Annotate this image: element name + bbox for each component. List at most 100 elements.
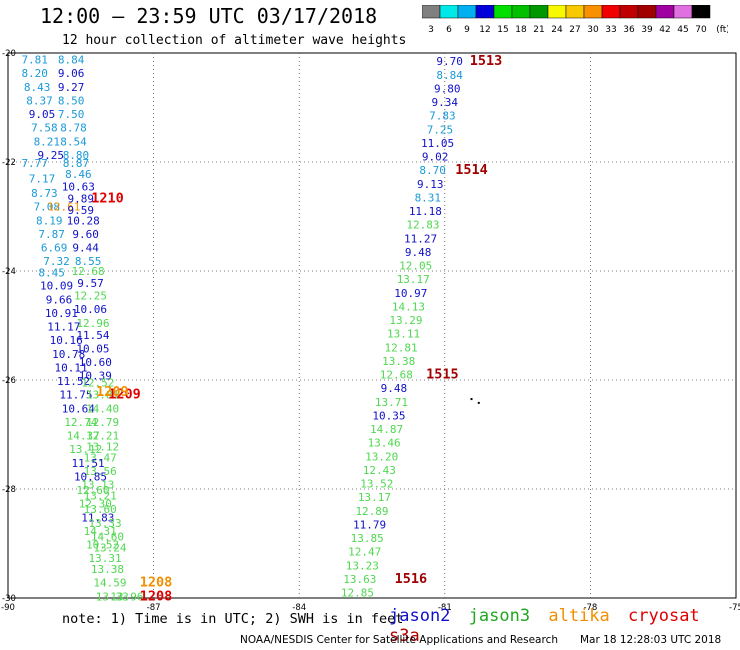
wave-height-label: 10.63 (62, 181, 95, 194)
wave-height-label: 8.78 (60, 122, 87, 135)
wave-height-label: 10.64 (62, 402, 95, 415)
colorbar-label: 33 (605, 25, 616, 35)
wave-height-label: 9.05 (29, 108, 56, 121)
wave-height-label: 10.16 (50, 334, 83, 347)
colorbar-label: 45 (677, 25, 688, 35)
x-tick-label: -78 (583, 603, 597, 613)
wave-height-label: 8.31 (415, 191, 442, 204)
wave-height-label: 13.52 (360, 478, 393, 491)
pass-time-label: 1208 (140, 575, 173, 591)
wave-height-label: 13.33 (89, 517, 122, 530)
wave-height-label: 14.31 (84, 525, 117, 538)
legend-s3a: s3a (389, 626, 420, 646)
wave-height-label: 10.97 (394, 287, 427, 300)
y-tick-label: -26 (2, 376, 16, 386)
x-tick-label: -87 (147, 603, 161, 613)
wave-height-label: 8.80 (63, 149, 90, 162)
wave-height-label: 13.31 (89, 552, 122, 565)
wave-height-label: 13.63 (343, 573, 376, 586)
wave-height-label: 8.19 (36, 214, 63, 227)
wave-height-label: 9.13 (417, 178, 444, 191)
wave-height-label: 10.09 (40, 280, 73, 293)
wave-height-label: 7.58 (31, 122, 58, 135)
wave-height-label: 13.81 (86, 389, 119, 402)
wave-height-label: 12.74 (64, 416, 97, 429)
wave-height-label: 11.51 (72, 457, 105, 470)
wave-height-label: 11.18 (409, 205, 442, 218)
colorbar-label: 36 (623, 25, 635, 35)
wave-height-label: 10.85 (74, 470, 107, 483)
wave-height-label: 7.50 (58, 108, 85, 121)
wave-height-label: 9.27 (58, 81, 85, 94)
wave-height-label: 9.80 (434, 82, 461, 95)
wave-height-label: 10.52 (86, 539, 119, 552)
wave-height-label: 8.55 (75, 255, 102, 268)
wave-height-label: 11.79 (353, 518, 386, 531)
wave-height-label: 13.56 (84, 465, 117, 478)
wave-height-label: 12.68 (72, 265, 105, 278)
wave-height-label: 10.91 (45, 307, 78, 320)
wave-height-label: 6.69 (41, 242, 68, 255)
colorbar-swatch (691, 5, 711, 19)
wave-height-label: 13.17 (397, 273, 430, 286)
wave-height-label: 10.06 (74, 303, 107, 316)
wave-height-label: 7.77 (21, 157, 48, 170)
wave-height-label: 8.45 (38, 267, 65, 280)
wave-height-label: 13.21 (84, 490, 117, 503)
wave-height-label: 8.46 (65, 168, 92, 181)
wave-height-label: 13.60 (84, 503, 117, 516)
wave-height-label: 7.17 (29, 172, 56, 185)
colorbar-label: 9 (464, 25, 470, 35)
wave-height-label: 9.89 (68, 193, 95, 206)
wave-height-label: 12.81 (385, 341, 418, 354)
pass-time-label: 1513 (470, 53, 503, 69)
wave-height-label: 13.96 (110, 590, 143, 603)
pass-time-label: 1514 (455, 162, 488, 178)
wave-height-label: 9.70 (436, 55, 463, 68)
wave-height-label: 11.83 (81, 511, 114, 524)
wave-height-label: 8.54 (60, 135, 87, 148)
wave-height-label: 10.11 (55, 361, 88, 374)
wave-height-label: 13.23 (346, 559, 379, 572)
wave-height-label: 13.38 (91, 563, 124, 576)
pass-time-label: 1210 (91, 191, 124, 207)
pass-time-label: 1208 (140, 588, 173, 604)
wave-height-label: 8.50 (58, 94, 85, 107)
wave-height-label: 11.17 (47, 321, 80, 334)
colorbar-label: 21 (533, 25, 544, 35)
wave-height-label: 12.68 (380, 369, 413, 382)
wave-height-label: 12.60 (76, 484, 109, 497)
wave-height-label: 10.35 (372, 409, 405, 422)
wave-height-label: 8.20 (21, 67, 48, 80)
marker-point (477, 401, 480, 404)
colorbar-label: 3 (428, 25, 434, 35)
colorbar-label: (ft) (716, 25, 728, 35)
satellite-legend: jason2 jason3 altika cryosat s3a (389, 606, 740, 646)
wave-height-label: 9.48 (381, 382, 408, 395)
wave-height-label: 14.40 (86, 402, 119, 415)
y-tick-label: -22 (2, 158, 16, 168)
wave-height-label: 9.02 (422, 151, 449, 164)
wave-height-label: 8.37 (26, 94, 53, 107)
wave-height-label: 11.75 (59, 389, 92, 402)
marker-point (470, 398, 473, 401)
wave-height-label: 13.24 (93, 541, 126, 554)
colorbar-label: 12 (479, 25, 490, 35)
wave-height-label: 12.05 (399, 260, 432, 273)
x-tick-label: -90 (1, 603, 15, 613)
x-tick-label: -81 (438, 603, 452, 613)
credit-text: NOAA/NESDIS Center for Satellite Applica… (240, 634, 558, 646)
wave-height-label: 14.87 (370, 423, 403, 436)
wave-height-label: 11.05 (421, 137, 454, 150)
wave-height-label: 7.83 (429, 110, 456, 123)
wave-height-label: 8.21 (34, 135, 61, 148)
x-tick-label: -84 (292, 603, 306, 613)
wave-height-label: 10.78 (52, 348, 85, 361)
wave-height-label: 10.28 (67, 214, 100, 227)
wave-height-label: 13.13 (81, 479, 114, 492)
page-subtitle: 12 hour collection of altimeter wave hei… (62, 33, 407, 48)
y-tick-label: -24 (2, 267, 16, 277)
wave-height-label: 8.43 (24, 81, 51, 94)
wave-height-label: 7.32 (43, 255, 70, 268)
wave-height-label: 9.34 (432, 96, 459, 109)
